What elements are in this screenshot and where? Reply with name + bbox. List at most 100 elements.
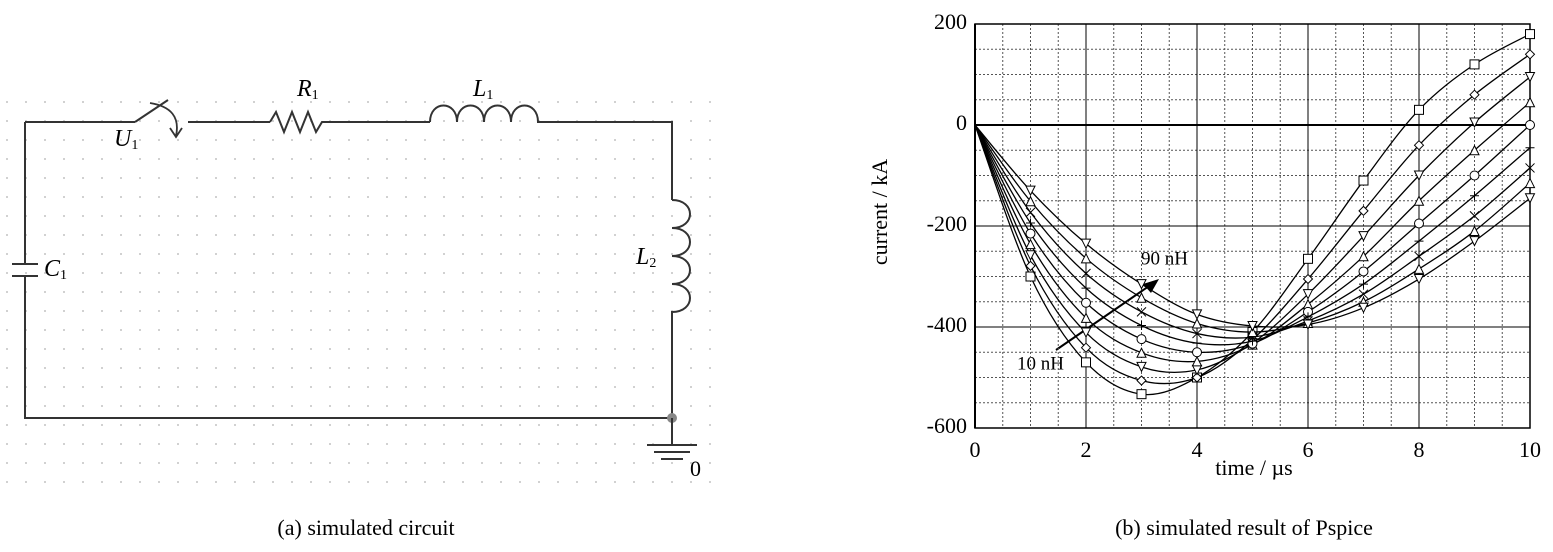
- marker: [1080, 238, 1092, 250]
- marker: [1247, 320, 1258, 332]
- switch-arrow: [149, 102, 183, 139]
- switch: [134, 99, 270, 123]
- marker: [1025, 250, 1036, 261]
- curve: [974, 124, 1531, 354]
- capacitor: [12, 263, 38, 277]
- y-tick-label: 0: [956, 110, 967, 135]
- marker: [1081, 297, 1091, 308]
- marker: [1026, 218, 1035, 228]
- marker: [1025, 185, 1036, 197]
- inductor: [24, 122, 691, 419]
- marker: [1358, 266, 1369, 277]
- label: C1: [44, 256, 67, 284]
- label: U1: [114, 126, 138, 154]
- marker: [1025, 207, 1036, 218]
- x-tick-label: 4: [1192, 437, 1203, 462]
- marker: [1469, 117, 1480, 129]
- marker: [1192, 328, 1202, 339]
- marker: [1137, 320, 1146, 330]
- marker: [1136, 375, 1147, 386]
- marker: [1524, 49, 1536, 60]
- chart: time / µs current / kA (b) simulated res…: [867, 9, 1541, 540]
- marker: [1413, 274, 1425, 285]
- marker: [1524, 72, 1536, 83]
- marker: [1080, 252, 1092, 264]
- y-tick-label: 200: [934, 9, 967, 34]
- marker: [1525, 143, 1535, 153]
- x-axis-label: time / µs: [1215, 455, 1292, 480]
- label: L2: [635, 244, 656, 272]
- marker: [1414, 218, 1424, 229]
- marker: [1081, 268, 1091, 279]
- marker: [1413, 170, 1425, 182]
- marker: [1524, 193, 1536, 204]
- marker: [1248, 336, 1257, 346]
- label: L1: [472, 76, 493, 104]
- marker: [1469, 211, 1480, 221]
- y-tick-label: -200: [927, 211, 967, 236]
- marker: [1025, 195, 1036, 207]
- marker: [1302, 289, 1314, 300]
- marker: [1080, 312, 1092, 323]
- marker: [1080, 342, 1092, 353]
- annotation-arrow-head: [1143, 279, 1159, 293]
- marker: [1303, 253, 1313, 264]
- marker: [1136, 347, 1147, 358]
- marker: [1413, 139, 1425, 151]
- marker: [1358, 231, 1369, 242]
- marker: [1192, 347, 1202, 358]
- marker: [1358, 250, 1369, 262]
- y-axis-label: current / kA: [867, 159, 892, 265]
- marker: [1470, 191, 1479, 201]
- marker: [1191, 317, 1203, 329]
- plot-frame: [974, 23, 1531, 429]
- marker: [1414, 251, 1424, 262]
- marker: [1358, 175, 1369, 186]
- marker: [1524, 96, 1536, 108]
- marker: [1191, 355, 1203, 367]
- y-tick-label: -400: [927, 312, 967, 337]
- letter: R: [296, 76, 312, 102]
- x-tick-label: 10: [1519, 437, 1541, 462]
- marker: [1414, 236, 1424, 246]
- marker: [1136, 292, 1147, 303]
- x-tick-label: 0: [970, 437, 981, 462]
- marker: [1081, 283, 1091, 293]
- marker: [1136, 389, 1147, 400]
- marker: [1136, 361, 1147, 373]
- letter: L: [472, 76, 486, 102]
- dot-grid: [0, 88, 720, 488]
- caption: (b) simulated result of Pspice: [1115, 515, 1373, 540]
- marker: [1524, 177, 1536, 189]
- curve: [974, 124, 1531, 339]
- circuit: R1 L1 U1 L2 C1 0 (a) simulated circuit: [0, 76, 720, 540]
- marker: [1358, 289, 1369, 300]
- resistor: [269, 109, 430, 135]
- marker: [1302, 273, 1314, 285]
- index: 1: [486, 88, 493, 103]
- marker: [1359, 279, 1368, 289]
- x-tick-label: 8: [1414, 437, 1425, 462]
- marker: [1413, 195, 1425, 206]
- x-tick-label: 6: [1303, 437, 1314, 462]
- letter: U: [114, 126, 133, 152]
- index: 1: [131, 138, 138, 153]
- marker: [1469, 59, 1480, 70]
- index: 1: [312, 88, 319, 103]
- marker: [1025, 228, 1036, 239]
- marker: [1302, 319, 1314, 331]
- marker: [1469, 144, 1480, 156]
- marker: [1525, 163, 1535, 173]
- marker: [1136, 306, 1147, 317]
- plot: 0 2 4 6 8 10 -600 -400 -200 0 200: [927, 9, 1541, 462]
- ground-label: 0: [690, 456, 701, 481]
- marker: [1136, 279, 1147, 290]
- marker: [1358, 205, 1369, 217]
- index: 1: [60, 268, 67, 283]
- marker: [1358, 302, 1369, 314]
- marker: [1414, 104, 1424, 115]
- marker: [1191, 309, 1203, 320]
- caption: (a) simulated circuit: [277, 515, 454, 540]
- letter: C: [44, 256, 61, 282]
